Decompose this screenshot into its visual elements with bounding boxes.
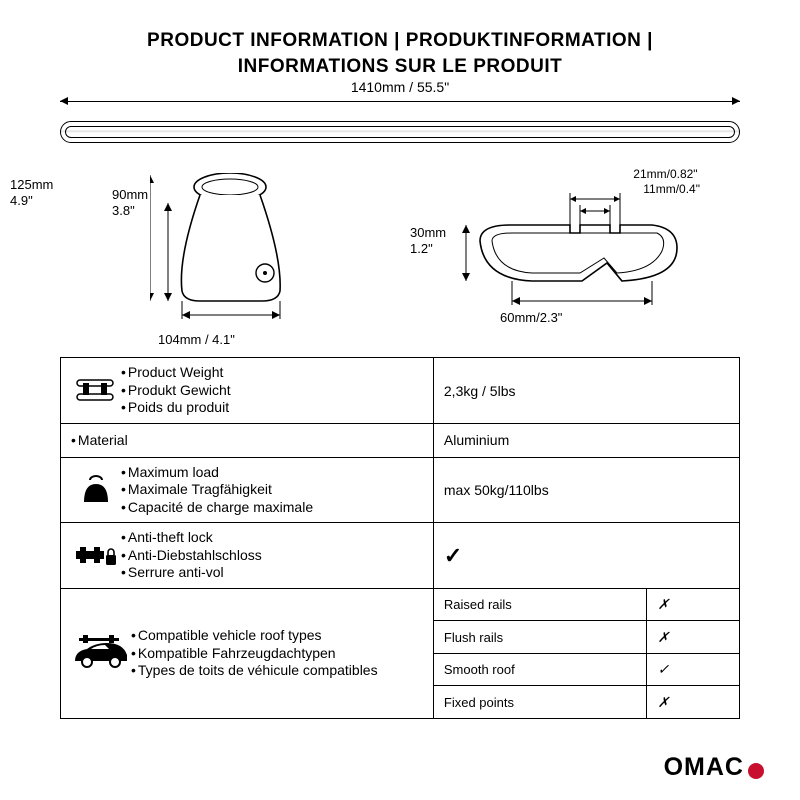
overall-length-label: 1410mm / 55.5" [345, 79, 455, 95]
material-label: Material [71, 432, 128, 448]
profile-height-label: 30mm 1.2" [410, 225, 446, 256]
foot-height-outer: 125mm 4.9" [10, 177, 53, 208]
profile-width-label: 60mm/2.3" [500, 310, 562, 325]
maxload-value: max 50kg/110lbs [434, 458, 739, 523]
car-icon [71, 635, 131, 671]
profile-diagram: 21mm/0.82" 11mm/0.4" 30mm 1.2" [400, 173, 740, 343]
dimension-line-icon [60, 101, 740, 102]
weight-value: 2,3kg / 5lbs [434, 358, 739, 423]
roof-labels: Compatible vehicle roof types Kompatible… [131, 627, 378, 680]
lock-value: ✓ [444, 543, 462, 569]
page-title: PRODUCT INFORMATION | PRODUKTINFORMATION… [0, 0, 800, 79]
profile-shape-icon [462, 193, 692, 323]
spec-row-material: Material Aluminium [61, 423, 739, 457]
foot-height-inner: 90mm 3.8" [112, 187, 148, 218]
spec-table: Product Weight Produkt Gewicht Poids du … [60, 357, 740, 719]
foot-width-label: 104mm / 4.1" [158, 332, 235, 347]
maxload-labels: Maximum load Maximale Tragfähigkeit Capa… [121, 464, 313, 517]
foot-diagram: 125mm 4.9" 90mm 3.8" [60, 173, 400, 343]
weight-labels: Product Weight Produkt Gewicht Poids du … [121, 364, 231, 417]
spec-row-lock: Anti-theft lock Anti-Diebstahlschloss Se… [61, 522, 739, 588]
roof-row-fixed: Fixed points ✗ [434, 685, 739, 718]
diagram-row: 125mm 4.9" 90mm 3.8" [60, 173, 740, 343]
brand-logo: OMAC [664, 753, 764, 782]
crossbar-icon [60, 121, 740, 143]
lock-labels: Anti-theft lock Anti-Diebstahlschloss Se… [121, 529, 262, 582]
brand-text: OMAC [664, 753, 744, 782]
kettlebell-icon [71, 474, 121, 506]
roof-subtable: Raised rails ✗ Flush rails ✗ Smooth roof… [434, 589, 739, 718]
diagram-overall-length: 1410mm / 55.5" [60, 93, 740, 153]
material-value: Aluminium [434, 424, 739, 457]
title-line2: INFORMATIONS SUR LE PRODUIT [0, 54, 800, 80]
spec-row-weight: Product Weight Produkt Gewicht Poids du … [61, 358, 739, 423]
roof-row-raised: Raised rails ✗ [434, 589, 739, 621]
lock-icon [71, 541, 121, 571]
roof-row-flush: Flush rails ✗ [434, 620, 739, 653]
foot-shape-icon [150, 173, 320, 323]
title-line1: PRODUCT INFORMATION | PRODUKTINFORMATION… [0, 28, 800, 54]
weight-bars-icon [71, 376, 121, 406]
spec-row-maxload: Maximum load Maximale Tragfähigkeit Capa… [61, 457, 739, 523]
roof-row-smooth: Smooth roof ✓ [434, 653, 739, 686]
spec-row-rooftypes: Compatible vehicle roof types Kompatible… [61, 588, 739, 718]
brand-dot-icon [748, 763, 764, 779]
